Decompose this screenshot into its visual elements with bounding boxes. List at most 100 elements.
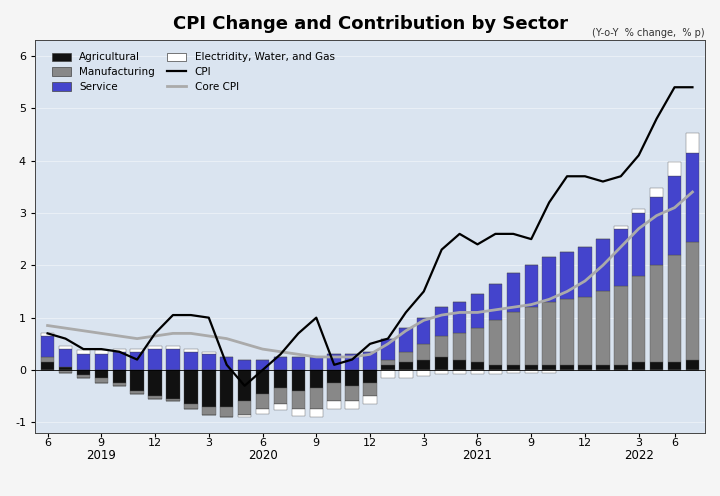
Bar <box>381 339 395 360</box>
Bar <box>542 370 556 372</box>
Bar <box>524 365 538 370</box>
Text: 2021: 2021 <box>462 448 492 462</box>
Bar <box>632 209 645 213</box>
Bar <box>202 407 215 415</box>
Bar <box>489 284 502 320</box>
Bar <box>59 349 72 368</box>
Bar <box>524 370 538 372</box>
Bar <box>596 292 610 365</box>
Bar <box>364 352 377 370</box>
Bar <box>650 265 663 362</box>
Bar <box>274 388 287 404</box>
Bar <box>435 307 449 336</box>
Bar <box>76 350 90 354</box>
Bar <box>112 370 126 383</box>
Bar <box>59 368 72 370</box>
Bar <box>41 336 54 357</box>
Bar <box>417 344 431 360</box>
Bar <box>166 349 180 370</box>
Bar <box>650 362 663 370</box>
Bar <box>471 362 485 370</box>
Bar <box>148 396 162 399</box>
Bar <box>202 370 215 407</box>
Bar <box>614 226 628 229</box>
Bar <box>685 153 699 242</box>
Bar <box>381 370 395 378</box>
Bar <box>59 370 72 372</box>
Bar <box>524 307 538 365</box>
Bar <box>489 365 502 370</box>
Bar <box>76 370 90 375</box>
Bar <box>417 360 431 370</box>
Bar <box>274 370 287 388</box>
Bar <box>328 401 341 409</box>
Bar <box>668 176 681 255</box>
Bar <box>364 383 377 396</box>
Bar <box>148 370 162 396</box>
Bar <box>346 354 359 370</box>
Bar <box>489 320 502 365</box>
Bar <box>310 409 323 417</box>
Bar <box>346 370 359 386</box>
Bar <box>184 349 197 352</box>
Bar <box>417 370 431 376</box>
Bar <box>364 396 377 404</box>
Bar <box>596 365 610 370</box>
Bar <box>59 347 72 349</box>
Bar <box>417 317 431 344</box>
Bar <box>453 333 467 360</box>
Bar <box>524 265 538 307</box>
Bar <box>41 333 54 336</box>
Bar <box>346 401 359 409</box>
Bar <box>94 354 108 370</box>
Bar <box>166 347 180 349</box>
Bar <box>542 365 556 370</box>
Bar <box>507 312 520 365</box>
Bar <box>94 370 108 378</box>
Bar <box>256 409 269 414</box>
Bar <box>112 383 126 386</box>
Bar <box>364 370 377 383</box>
Bar <box>238 370 251 401</box>
Bar <box>148 349 162 370</box>
Bar <box>41 362 54 370</box>
Bar <box>202 354 215 370</box>
Bar <box>256 394 269 409</box>
Bar <box>668 162 681 176</box>
Bar <box>685 133 699 153</box>
Bar <box>596 239 610 292</box>
Bar <box>292 391 305 409</box>
Bar <box>76 354 90 370</box>
Text: 2022: 2022 <box>624 448 654 462</box>
Bar <box>435 357 449 370</box>
Bar <box>685 242 699 360</box>
Bar <box>399 352 413 362</box>
Bar <box>184 352 197 370</box>
Bar <box>507 370 520 372</box>
Bar <box>328 383 341 401</box>
Bar <box>435 336 449 357</box>
Bar <box>184 370 197 404</box>
Bar <box>184 404 197 409</box>
Bar <box>435 370 449 374</box>
Bar <box>166 399 180 401</box>
Bar <box>292 409 305 416</box>
Bar <box>650 188 663 197</box>
Bar <box>346 386 359 401</box>
Bar <box>614 365 628 370</box>
Bar <box>614 286 628 365</box>
Bar <box>453 302 467 333</box>
Bar <box>542 302 556 365</box>
Bar <box>166 370 180 399</box>
Bar <box>310 370 323 388</box>
Bar <box>471 294 485 328</box>
Bar <box>274 404 287 410</box>
Bar <box>220 357 233 370</box>
Bar <box>507 273 520 312</box>
Bar <box>292 357 305 370</box>
Bar <box>274 357 287 370</box>
Bar <box>614 229 628 286</box>
Bar <box>632 362 645 370</box>
Bar <box>130 352 144 370</box>
Bar <box>310 388 323 409</box>
